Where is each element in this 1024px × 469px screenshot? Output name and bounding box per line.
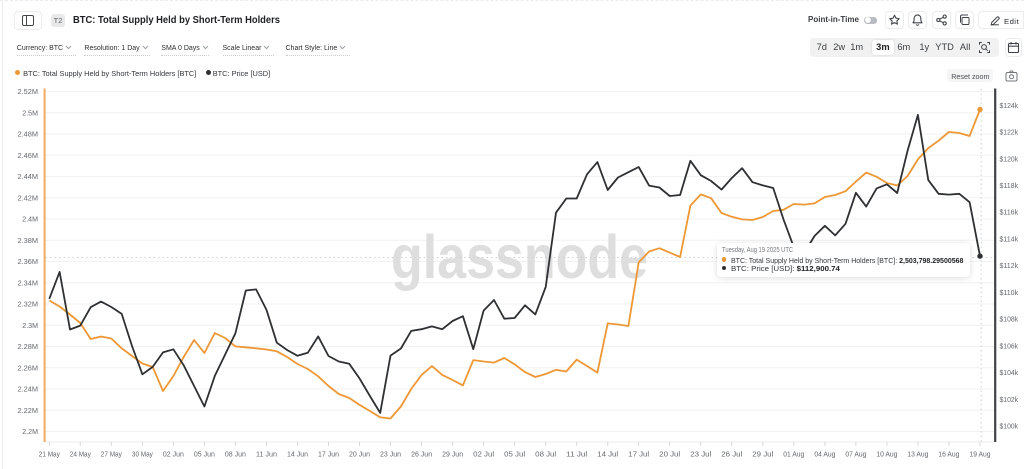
svg-text:$106k: $106k <box>1000 341 1019 350</box>
svg-text:05 Jul: 05 Jul <box>504 450 525 459</box>
svg-text:19 Aug: 19 Aug <box>970 450 991 459</box>
svg-text:11 Jun: 11 Jun <box>256 450 277 459</box>
svg-text:2.42M: 2.42M <box>18 193 39 202</box>
svg-text:2.5M: 2.5M <box>22 108 38 117</box>
svg-text:2.22M: 2.22M <box>18 406 39 415</box>
svg-text:$104k: $104k <box>1000 368 1019 377</box>
svg-text:23 Jun: 23 Jun <box>380 450 401 459</box>
svg-text:07 Aug: 07 Aug <box>845 450 866 459</box>
svg-text:30 May: 30 May <box>132 450 153 459</box>
svg-text:11 Jul: 11 Jul <box>566 450 587 459</box>
svg-text:2.48M: 2.48M <box>18 130 39 139</box>
svg-text:17 Jul: 17 Jul <box>628 450 649 459</box>
svg-text:01 Aug: 01 Aug <box>783 450 804 459</box>
svg-text:21 May: 21 May <box>39 450 60 459</box>
svg-text:$100k: $100k <box>1000 422 1019 431</box>
svg-text:02 Jun: 02 Jun <box>163 450 184 459</box>
svg-text:$114k: $114k <box>1000 234 1019 243</box>
svg-text:$122k: $122k <box>1000 128 1019 137</box>
svg-text:2.46M: 2.46M <box>18 151 39 160</box>
svg-text:16 Aug: 16 Aug <box>938 450 959 459</box>
svg-text:$112k: $112k <box>1000 261 1019 270</box>
svg-text:29 Jun: 29 Jun <box>442 450 463 459</box>
svg-text:14 Jun: 14 Jun <box>287 450 308 459</box>
svg-text:26 Jun: 26 Jun <box>411 450 432 459</box>
svg-text:$108k: $108k <box>1000 315 1019 324</box>
svg-text:20 Jun: 20 Jun <box>349 450 370 459</box>
svg-text:2.3M: 2.3M <box>22 321 38 330</box>
svg-text:$124k: $124k <box>1000 101 1019 110</box>
svg-text:27 May: 27 May <box>101 450 122 459</box>
svg-text:2.24M: 2.24M <box>18 385 39 394</box>
svg-text:2.36M: 2.36M <box>18 257 39 266</box>
svg-text:04 Aug: 04 Aug <box>814 450 835 459</box>
svg-text:23 Jul: 23 Jul <box>690 450 711 459</box>
svg-text:2.38M: 2.38M <box>18 236 39 245</box>
svg-text:$116k: $116k <box>1000 208 1019 217</box>
svg-text:2.2M: 2.2M <box>22 427 38 436</box>
svg-text:$120k: $120k <box>1000 154 1019 163</box>
svg-text:08 Jun: 08 Jun <box>225 450 246 459</box>
svg-text:10 Aug: 10 Aug <box>876 450 897 459</box>
svg-text:2.4M: 2.4M <box>22 215 38 224</box>
svg-text:26 Jul: 26 Jul <box>721 450 742 459</box>
svg-text:2.28M: 2.28M <box>18 342 39 351</box>
svg-text:2.32M: 2.32M <box>18 300 39 309</box>
svg-text:2.44M: 2.44M <box>18 172 39 181</box>
svg-text:24 May: 24 May <box>70 450 91 459</box>
svg-text:2.26M: 2.26M <box>18 363 39 372</box>
svg-text:2.52M: 2.52M <box>18 87 39 96</box>
svg-text:29 Jul: 29 Jul <box>752 450 773 459</box>
svg-text:17 Jun: 17 Jun <box>318 450 339 459</box>
svg-text:08 Jul: 08 Jul <box>535 450 556 459</box>
svg-text:2.34M: 2.34M <box>18 278 39 287</box>
svg-text:05 Jun: 05 Jun <box>194 450 215 459</box>
svg-text:20 Jul: 20 Jul <box>659 450 680 459</box>
svg-text:$110k: $110k <box>1000 288 1019 297</box>
svg-text:02 Jul: 02 Jul <box>473 450 494 459</box>
svg-text:13 Aug: 13 Aug <box>907 450 928 459</box>
svg-text:$102k: $102k <box>1000 395 1019 404</box>
svg-text:14 Jul: 14 Jul <box>597 450 618 459</box>
svg-text:$118k: $118k <box>1000 181 1019 190</box>
